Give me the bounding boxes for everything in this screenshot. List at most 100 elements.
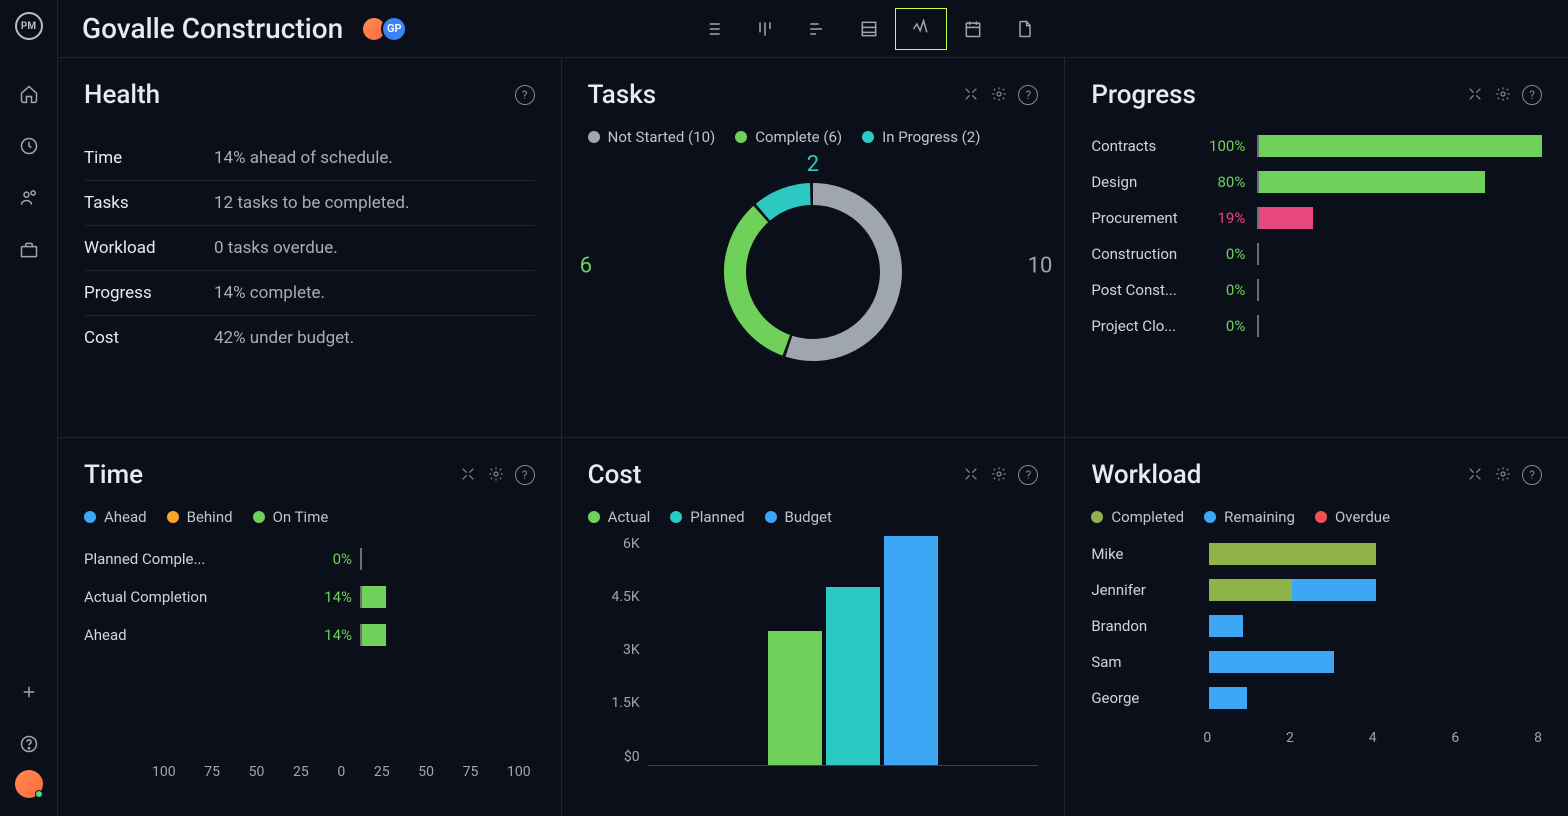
legend-item[interactable]: In Progress (2) (862, 128, 980, 146)
legend-item[interactable]: Not Started (10) (588, 128, 716, 146)
legend-dot (1204, 511, 1216, 523)
brand-logo[interactable]: PM (15, 12, 43, 40)
workload-row: Sam (1091, 644, 1542, 680)
progress-row: Procurement 19% (1091, 200, 1542, 236)
legend-item[interactable]: Completed (1091, 508, 1184, 526)
axis-tick: 0 (1203, 730, 1211, 746)
progress-row: Construction 0% (1091, 236, 1542, 272)
axis-tick: 25 (374, 764, 390, 780)
legend-label: Behind (187, 508, 233, 526)
legend-label: Remaining (1224, 508, 1295, 526)
user-avatar[interactable] (15, 770, 43, 798)
help-icon[interactable]: ? (515, 85, 535, 105)
view-board-icon[interactable] (739, 8, 791, 50)
progress-bar (1257, 243, 1542, 265)
nav-clock-icon[interactable] (17, 134, 41, 158)
legend-item[interactable]: Remaining (1204, 508, 1295, 526)
expand-icon[interactable] (962, 85, 980, 103)
panel-health: Health ? Time14% ahead of schedule.Tasks… (58, 58, 561, 437)
workload-bar (1209, 543, 1542, 565)
legend-dot (862, 131, 874, 143)
progress-pct: 0% (1203, 281, 1249, 299)
help-icon[interactable]: ? (1018, 465, 1038, 485)
legend-dot (765, 511, 777, 523)
cost-yaxis: 6K4.5K3K1.5K$0 (592, 536, 640, 765)
cost-chart: 6K4.5K3K1.5K$0 (648, 536, 1039, 766)
donut-label-right: 10 (1028, 254, 1053, 279)
legend-item[interactable]: Actual (588, 508, 651, 526)
nav-add-icon[interactable] (17, 680, 41, 704)
view-file-icon[interactable] (999, 8, 1051, 50)
workload-row: Brandon (1091, 608, 1542, 644)
workload-axis: 02468 (1203, 730, 1542, 746)
gear-icon[interactable] (487, 465, 505, 483)
gear-icon[interactable] (990, 465, 1008, 483)
legend-item[interactable]: Overdue (1315, 508, 1390, 526)
expand-icon[interactable] (1466, 465, 1484, 483)
legend-item[interactable]: Planned (670, 508, 744, 526)
health-row: Time14% ahead of schedule. (84, 136, 535, 181)
progress-name: Project Clo... (1091, 317, 1195, 335)
gear-icon[interactable] (1494, 465, 1512, 483)
workload-name: Jennifer (1091, 581, 1199, 599)
help-icon[interactable]: ? (515, 465, 535, 485)
help-icon[interactable]: ? (1522, 465, 1542, 485)
view-sheet-icon[interactable] (843, 8, 895, 50)
axis-tick: 4.5K (592, 589, 640, 605)
progress-row: Project Clo... 0% (1091, 308, 1542, 344)
gear-icon[interactable] (990, 85, 1008, 103)
expand-icon[interactable] (962, 465, 980, 483)
time-row-pct: 14% (292, 626, 352, 644)
view-dashboard-icon[interactable] (895, 8, 947, 50)
cost-legend: Actual Planned Budget (588, 508, 1039, 526)
health-label: Progress (84, 283, 214, 303)
nav-people-icon[interactable] (17, 186, 41, 210)
workload-bar (1209, 579, 1542, 601)
legend-label: In Progress (2) (882, 128, 980, 146)
expand-icon[interactable] (1466, 85, 1484, 103)
health-row: Workload0 tasks overdue. (84, 226, 535, 271)
time-row: Actual Completion 14% (84, 578, 535, 616)
workload-row: George (1091, 680, 1542, 716)
avatar-chip[interactable]: GP (381, 16, 407, 42)
legend-dot (1315, 511, 1327, 523)
time-row: Ahead 14% (84, 616, 535, 654)
workload-segment (1292, 579, 1375, 601)
expand-icon[interactable] (459, 465, 477, 483)
progress-bar (1257, 135, 1542, 157)
legend-item[interactable]: Budget (765, 508, 832, 526)
workload-name: Brandon (1091, 617, 1199, 635)
legend-item[interactable]: Ahead (84, 508, 147, 526)
workload-legend: Completed Remaining Overdue (1091, 508, 1542, 526)
progress-pct: 0% (1203, 245, 1249, 263)
legend-item[interactable]: On Time (253, 508, 329, 526)
legend-item[interactable]: Behind (167, 508, 233, 526)
workload-segment (1209, 579, 1292, 601)
nav-briefcase-icon[interactable] (17, 238, 41, 262)
help-icon[interactable]: ? (1018, 85, 1038, 105)
legend-label: Overdue (1335, 508, 1390, 526)
nav-help-icon[interactable] (17, 732, 41, 756)
axis-tick: 1.5K (592, 695, 640, 711)
workload-name: Mike (1091, 545, 1199, 563)
panel-cost: Cost ? Actual Planned Budget 6K4.5K3K1.5K$… (562, 438, 1065, 816)
view-list-icon[interactable] (687, 8, 739, 50)
view-gantt-icon[interactable] (791, 8, 843, 50)
axis-tick: 100 (507, 764, 531, 780)
gear-icon[interactable] (1494, 85, 1512, 103)
help-icon[interactable]: ? (1522, 85, 1542, 105)
main: Govalle Construction GP Health ? Time14% (58, 0, 1568, 816)
time-row-name: Planned Comple... (84, 550, 284, 568)
view-calendar-icon[interactable] (947, 8, 999, 50)
nav-home-icon[interactable] (17, 82, 41, 106)
panel-title: Cost (588, 460, 642, 490)
progress-bar (1257, 171, 1542, 193)
progress-pct: 19% (1203, 209, 1249, 227)
topbar: Govalle Construction GP (58, 0, 1568, 58)
health-label: Time (84, 148, 214, 168)
avatar-stack[interactable]: GP (361, 16, 407, 42)
legend-item[interactable]: Complete (6) (735, 128, 842, 146)
left-rail: PM (0, 0, 58, 816)
panel-title: Tasks (588, 80, 657, 110)
health-row: Cost42% under budget. (84, 316, 535, 360)
